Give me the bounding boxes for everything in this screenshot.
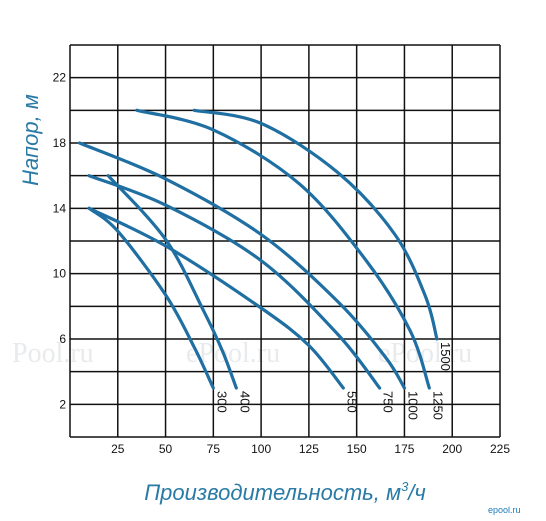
curve-750: [87, 174, 382, 390]
curve-550: [87, 206, 345, 390]
y-tick-label: 14: [53, 201, 67, 215]
watermarks: Pool.ru ePool.ru ePool.ru: [12, 338, 472, 369]
curve-300: [87, 206, 215, 390]
brand-label: epool.ru: [488, 505, 521, 515]
x-tick-label: 150: [347, 442, 367, 456]
x-tick-label: 75: [207, 442, 221, 456]
y-tick-label: 10: [53, 267, 67, 281]
curve-label-400: 400: [237, 391, 252, 413]
x-tick-label: 225: [490, 442, 510, 456]
curve-label-750: 750: [381, 391, 396, 413]
y-tick-label: 2: [59, 397, 66, 411]
curve-1250: [135, 108, 431, 390]
x-tick-label: 125: [299, 442, 319, 456]
y-tick-label: 18: [53, 136, 67, 150]
x-tick-label: 100: [251, 442, 271, 456]
curve-label-300: 300: [214, 391, 229, 413]
x-axis-title: Производительность, м3/ч: [144, 479, 426, 505]
watermark-text: ePool.ru: [186, 338, 280, 369]
x-axis-title-tail: /ч: [406, 480, 426, 505]
y-tick-label: 22: [53, 71, 67, 85]
curve-label-1250: 1250: [430, 391, 445, 420]
curve-400: [106, 174, 238, 390]
x-tick-label: 50: [159, 442, 173, 456]
curve-label-550: 550: [344, 391, 359, 413]
y-axis-title: Напор, м: [18, 94, 43, 186]
watermark-text: ePool.ru: [378, 338, 472, 369]
x-axis-ticks: 25 50 75 100 125 150 175 200 225: [111, 442, 510, 456]
x-axis-title-superscript: 3: [401, 479, 409, 494]
y-tick-label: 6: [59, 332, 66, 346]
curve-1000: [78, 141, 406, 390]
x-tick-label: 175: [394, 442, 414, 456]
curve-1500: [192, 108, 439, 341]
x-tick-label: 200: [442, 442, 462, 456]
curves: 300 400 550 750 1000 1250 1500: [78, 108, 453, 420]
watermark-text: Pool.ru: [12, 338, 94, 369]
x-axis-title-main: Производительность, м: [144, 480, 401, 505]
grid: [69, 44, 501, 438]
curve-label-1500: 1500: [438, 342, 453, 371]
curve-label-1000: 1000: [405, 391, 420, 420]
y-axis-ticks: 2 6 10 14 18 22: [53, 71, 67, 412]
x-tick-label: 25: [111, 442, 125, 456]
